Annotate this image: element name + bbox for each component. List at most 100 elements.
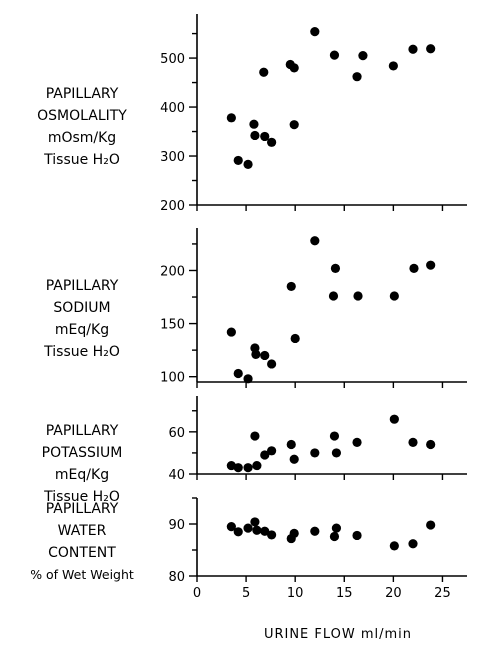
data-point <box>267 446 277 456</box>
data-point <box>243 523 253 533</box>
y-axis-label-line: CONTENT <box>48 545 116 561</box>
data-point <box>233 155 243 166</box>
data-point <box>252 525 262 535</box>
y-axis-label-line: POTASSIUM <box>42 445 123 461</box>
data-point <box>260 131 270 142</box>
y-tick-label: 200 <box>160 264 185 279</box>
data-point <box>352 437 362 447</box>
y-tick-label: 200 <box>160 199 185 214</box>
y-axis-label-line: WATER <box>58 523 107 539</box>
data-point <box>260 526 270 536</box>
data-point <box>310 27 320 37</box>
data-point <box>331 448 342 458</box>
y-tick-label: 60 <box>168 426 185 441</box>
y-axis-label-line: Tissue H₂O <box>43 344 120 360</box>
data-point <box>426 260 436 270</box>
panels: 200300400500PAPILLARYOSMOLALITYmOsm/KgTi… <box>30 14 467 601</box>
data-point <box>408 437 418 447</box>
data-point <box>251 349 261 359</box>
data-point <box>426 520 436 530</box>
x-tick-label: 15 <box>336 586 353 601</box>
data-point <box>226 522 236 532</box>
y-axis-label-line: Tissue H₂O <box>43 152 120 168</box>
y-tick-label: 300 <box>160 150 185 165</box>
data-point <box>289 528 299 538</box>
data-point <box>408 539 418 549</box>
y-tick-label: 90 <box>168 518 185 533</box>
data-point <box>330 263 341 273</box>
data-point <box>389 291 399 301</box>
data-point <box>226 327 236 337</box>
data-point <box>290 333 300 344</box>
x-tick-label: 0 <box>193 586 201 601</box>
data-point <box>389 541 399 551</box>
data-point <box>329 531 340 542</box>
data-point <box>352 72 362 82</box>
y-tick-label: 400 <box>160 101 185 116</box>
data-point <box>233 527 243 537</box>
data-point <box>259 67 269 77</box>
data-point <box>267 359 277 369</box>
x-tick-label: 20 <box>385 586 402 601</box>
data-point <box>353 291 363 301</box>
data-point <box>289 120 299 130</box>
y-axis-label-line: PAPILLARY <box>46 86 119 102</box>
data-point <box>310 448 320 458</box>
y-tick-label: 500 <box>160 52 185 67</box>
data-point <box>252 460 262 471</box>
data-point <box>233 463 243 473</box>
data-point <box>286 281 296 292</box>
data-point <box>289 63 299 73</box>
data-point <box>267 137 277 147</box>
y-axis-label-line: PAPILLARY <box>46 501 119 517</box>
y-axis-label-line: % of Wet Weight <box>30 567 134 582</box>
y-axis-label-line: mOsm/Kg <box>48 130 116 146</box>
data-point <box>286 439 296 450</box>
y-axis-label-line: Tissue H₂O <box>43 489 120 505</box>
data-point <box>310 236 320 246</box>
y-tick-label: 80 <box>168 570 185 585</box>
data-point <box>352 530 362 541</box>
y-axis-label-line: mEq/Kg <box>55 467 109 483</box>
data-point <box>249 119 259 129</box>
data-point <box>267 530 277 540</box>
data-point <box>226 113 236 123</box>
data-point <box>389 414 399 424</box>
data-point <box>289 454 299 464</box>
x-tick-label: 10 <box>287 586 304 601</box>
x-tick-label: 25 <box>434 586 451 601</box>
x-tick-label: 5 <box>242 586 250 601</box>
x-axis-label: URINE FLOW ml/min <box>264 627 412 642</box>
y-axis-label-line: PAPILLARY <box>46 278 119 294</box>
data-point <box>250 517 260 527</box>
y-tick-label: 40 <box>168 468 185 483</box>
data-point <box>328 291 339 301</box>
data-point <box>243 159 253 169</box>
data-point <box>388 61 398 71</box>
data-point <box>243 374 253 384</box>
data-point <box>250 130 260 141</box>
data-point <box>426 44 436 54</box>
data-point <box>329 50 340 60</box>
y-tick-label: 150 <box>160 318 185 333</box>
panel-2: 100 150 200 PAPILLARY SODIUM mEq/Kg Tissue H₂O <box>43 228 467 388</box>
panel-3: 40 60 PAPILLARY POTASSIUM mEq/Kg Tissue H₂O <box>42 396 467 505</box>
data-point <box>331 523 342 533</box>
data-point <box>409 263 419 273</box>
y-axis-label-line: mEq/Kg <box>55 322 109 338</box>
panel-1: 200 300 400 500 PAPILLARY OSMOLALITY mOsm/Kg Ti… <box>37 14 467 214</box>
data-point <box>408 44 418 54</box>
data-point <box>426 439 436 450</box>
y-axis-label-line: OSMOLALITY <box>37 108 127 124</box>
data-point <box>310 526 320 536</box>
y-axis-label-line: PAPILLARY <box>46 423 119 439</box>
data-point <box>243 463 253 473</box>
data-point <box>260 450 270 460</box>
data-point <box>329 431 340 441</box>
data-point <box>250 431 260 441</box>
y-tick-label: 100 <box>160 371 185 386</box>
y-axis-label-line: SODIUM <box>53 300 110 316</box>
data-point <box>260 350 270 361</box>
data-point <box>358 51 368 61</box>
